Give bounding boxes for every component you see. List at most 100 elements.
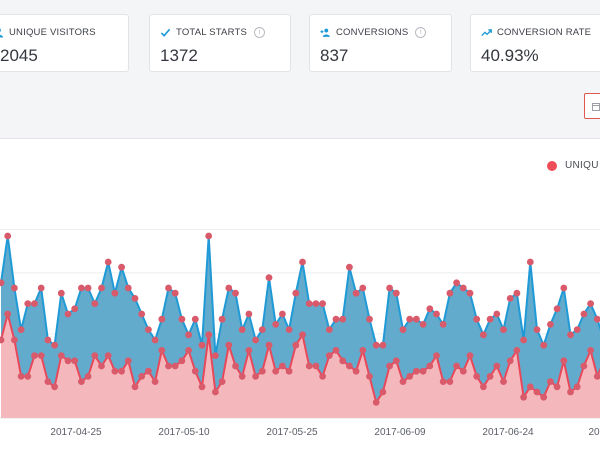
data-point-conversions	[372, 399, 380, 406]
data-point-conversions	[238, 373, 246, 380]
data-point-visitors	[419, 321, 427, 328]
data-point-conversions	[151, 378, 159, 385]
data-point-conversions	[493, 362, 501, 370]
data-point-conversions	[573, 383, 581, 391]
data-point-visitors	[285, 326, 293, 333]
data-point-conversions	[118, 367, 125, 375]
data-point-conversions	[44, 378, 52, 385]
data-point-conversions	[272, 367, 280, 375]
data-point-visitors	[11, 284, 18, 292]
data-point-conversions	[0, 336, 5, 344]
data-point-conversions	[265, 341, 273, 349]
data-point-visitors	[540, 341, 548, 349]
data-point-visitors	[252, 336, 259, 344]
data-point-conversions	[212, 388, 219, 396]
x-tick-label: 2017-05-25	[266, 427, 318, 438]
data-point-visitors	[513, 289, 521, 297]
data-point-conversions	[339, 357, 347, 365]
data-point-visitors	[553, 305, 561, 313]
data-point-visitors	[165, 284, 172, 292]
data-point-conversions	[51, 383, 58, 391]
data-point-conversions	[138, 373, 146, 380]
date-range-button[interactable]	[584, 93, 600, 119]
data-point-visitors	[567, 331, 574, 339]
data-point-conversions	[84, 373, 92, 380]
data-point-conversions	[593, 373, 600, 380]
data-point-conversions	[553, 383, 561, 391]
data-point-conversions	[225, 341, 233, 349]
stat-card-conversion-rate: CONVERSION RATE 40.93%	[470, 14, 600, 72]
data-point-visitors	[426, 305, 434, 313]
data-point-visitors	[64, 310, 72, 318]
data-point-conversions	[78, 378, 85, 385]
data-point-visitors	[279, 310, 286, 318]
data-point-visitors	[118, 263, 125, 271]
data-point-conversions	[245, 347, 253, 354]
stat-card-header: TOTAL STARTS i	[160, 27, 266, 38]
data-point-visitors	[292, 289, 300, 297]
data-point-conversions	[526, 383, 534, 391]
data-point-visitors	[31, 300, 38, 307]
data-point-visitors	[433, 310, 440, 318]
data-point-conversions	[366, 373, 373, 380]
visitors-chart: 2017-04-25 2017-05-10 2017-05-25 2017-06-09…	[0, 228, 600, 438]
data-point-visitors	[593, 315, 600, 323]
stat-card-header: CONVERSION RATE	[481, 27, 591, 38]
x-tick-label: 2017-06-09	[374, 427, 426, 438]
data-point-visitors	[124, 284, 132, 292]
data-point-conversions	[419, 367, 427, 375]
data-point-conversions	[17, 373, 25, 380]
data-point-conversions	[560, 357, 568, 365]
data-point-visitors	[413, 315, 420, 323]
series-area-conversions	[1, 314, 600, 418]
data-point-conversions	[399, 378, 407, 385]
data-point-conversions	[486, 373, 494, 380]
data-point-visitors	[258, 326, 266, 333]
data-point-conversions	[433, 352, 440, 359]
stat-value: 1372	[160, 46, 198, 65]
data-point-conversions	[567, 388, 574, 396]
info-icon[interactable]: i	[415, 27, 427, 38]
data-point-visitors	[392, 289, 400, 297]
data-point-conversions	[158, 347, 166, 354]
legend-label: UNIQU	[565, 160, 599, 171]
data-point-visitors	[379, 341, 387, 349]
data-point-conversions	[64, 357, 72, 365]
data-point-visitors	[78, 284, 85, 292]
data-point-conversions	[191, 367, 199, 375]
data-point-visitors	[493, 310, 501, 318]
data-point-visitors	[406, 315, 414, 323]
data-point-visitors	[84, 284, 92, 292]
data-point-visitors	[212, 352, 219, 359]
chart-legend[interactable]: UNIQU	[547, 160, 599, 171]
stat-label: CONVERSION RATE	[497, 27, 592, 38]
data-point-conversions	[473, 373, 481, 380]
data-point-conversions	[252, 373, 259, 380]
data-point-visitors	[111, 289, 119, 297]
data-point-visitors	[533, 326, 541, 333]
data-point-visitors	[225, 284, 233, 292]
data-point-conversions	[165, 362, 172, 370]
data-point-visitors	[104, 258, 112, 266]
data-point-visitors	[312, 300, 320, 307]
data-point-visitors	[520, 336, 527, 344]
data-point-visitors	[191, 315, 199, 323]
data-point-conversions	[446, 378, 454, 385]
data-point-visitors	[346, 263, 353, 271]
data-point-visitors	[547, 321, 554, 328]
data-point-visitors	[272, 321, 280, 328]
data-point-conversions	[540, 393, 548, 401]
user-plus-icon	[320, 28, 330, 37]
data-point-visitors	[171, 289, 179, 297]
data-point-conversions	[346, 362, 353, 370]
data-point-visitors	[399, 326, 407, 333]
data-point-visitors	[359, 284, 367, 292]
data-point-visitors	[386, 284, 393, 292]
data-point-conversions	[11, 336, 18, 344]
data-point-visitors	[37, 284, 45, 292]
x-tick-label: 20	[588, 427, 600, 438]
stat-card-total-starts: TOTAL STARTS i 1372	[149, 14, 291, 72]
data-point-conversions	[379, 388, 387, 396]
info-icon[interactable]: i	[254, 27, 266, 38]
data-point-conversions	[198, 383, 206, 391]
